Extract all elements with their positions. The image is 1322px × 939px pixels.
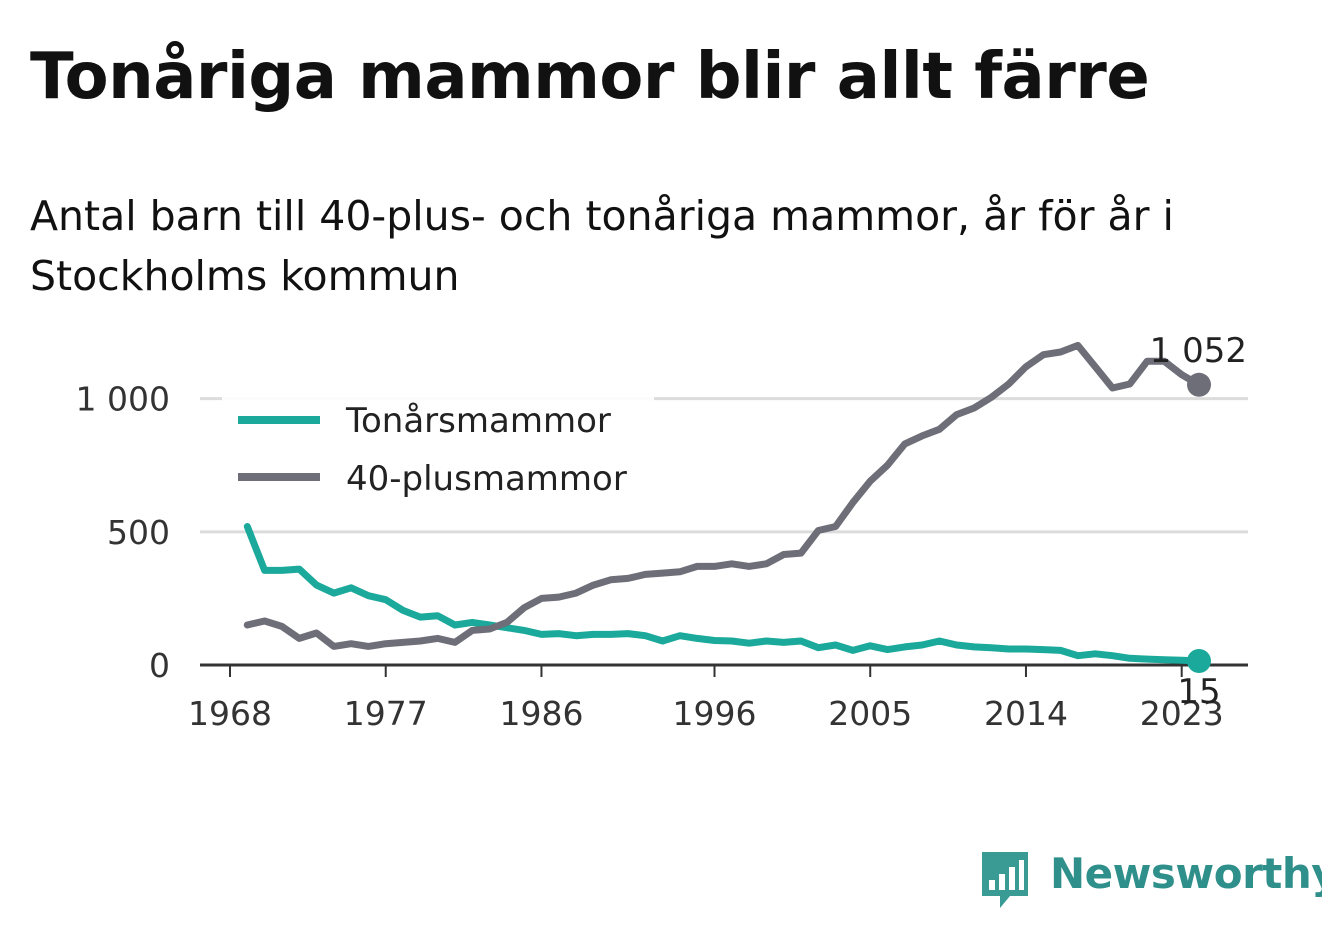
x-tick-label-2005: 2005 — [828, 694, 912, 733]
x-axis-ticks: 1968 1977 1986 1996 2005 2014 2023 — [188, 665, 1224, 733]
legend-background — [222, 392, 654, 500]
x-tick-label-2023: 2023 — [1140, 694, 1224, 733]
bar-chart-icon — [982, 852, 1028, 908]
end-label-0: 15 — [1177, 672, 1220, 712]
y-tick-label-1000: 1 000 — [76, 380, 170, 419]
legend-label-40-plusmammor: 40-plusmammor — [346, 459, 627, 499]
y-tick-label-0: 0 — [149, 646, 170, 685]
end-markers: 15 1 052 — [1150, 331, 1247, 712]
end-marker-0 — [1187, 649, 1211, 674]
series-line-1 — [243, 341, 1203, 650]
y-tick-label-500: 500 — [107, 513, 170, 552]
x-tick-label-1986: 1986 — [499, 694, 583, 733]
x-tick-label-1968: 1968 — [188, 694, 272, 733]
newsworthy-logo: Newsworthy — [980, 848, 1322, 910]
chart-subtitle: Antal barn till 40-plus- och tonåriga ma… — [30, 192, 1174, 300]
x-tick-label-1977: 1977 — [344, 694, 428, 733]
x-tick-label-2014: 2014 — [984, 694, 1068, 733]
series-lines — [243, 341, 1203, 665]
series-line-0 — [243, 523, 1203, 665]
brand-name: Newsworthy — [1050, 849, 1322, 898]
y-axis-ticks: 0 500 1 000 — [76, 380, 170, 685]
chart-title: Tonåriga mammor blir allt färre — [30, 40, 1150, 114]
legend-label-tonarsmammor: Tonårsmammor — [345, 401, 611, 441]
x-tick-label-1996: 1996 — [673, 694, 757, 733]
legend: Tonårsmammor 40-plusmammor — [222, 392, 654, 500]
end-label-1: 1 052 — [1150, 331, 1247, 371]
end-marker-1 — [1187, 372, 1211, 397]
